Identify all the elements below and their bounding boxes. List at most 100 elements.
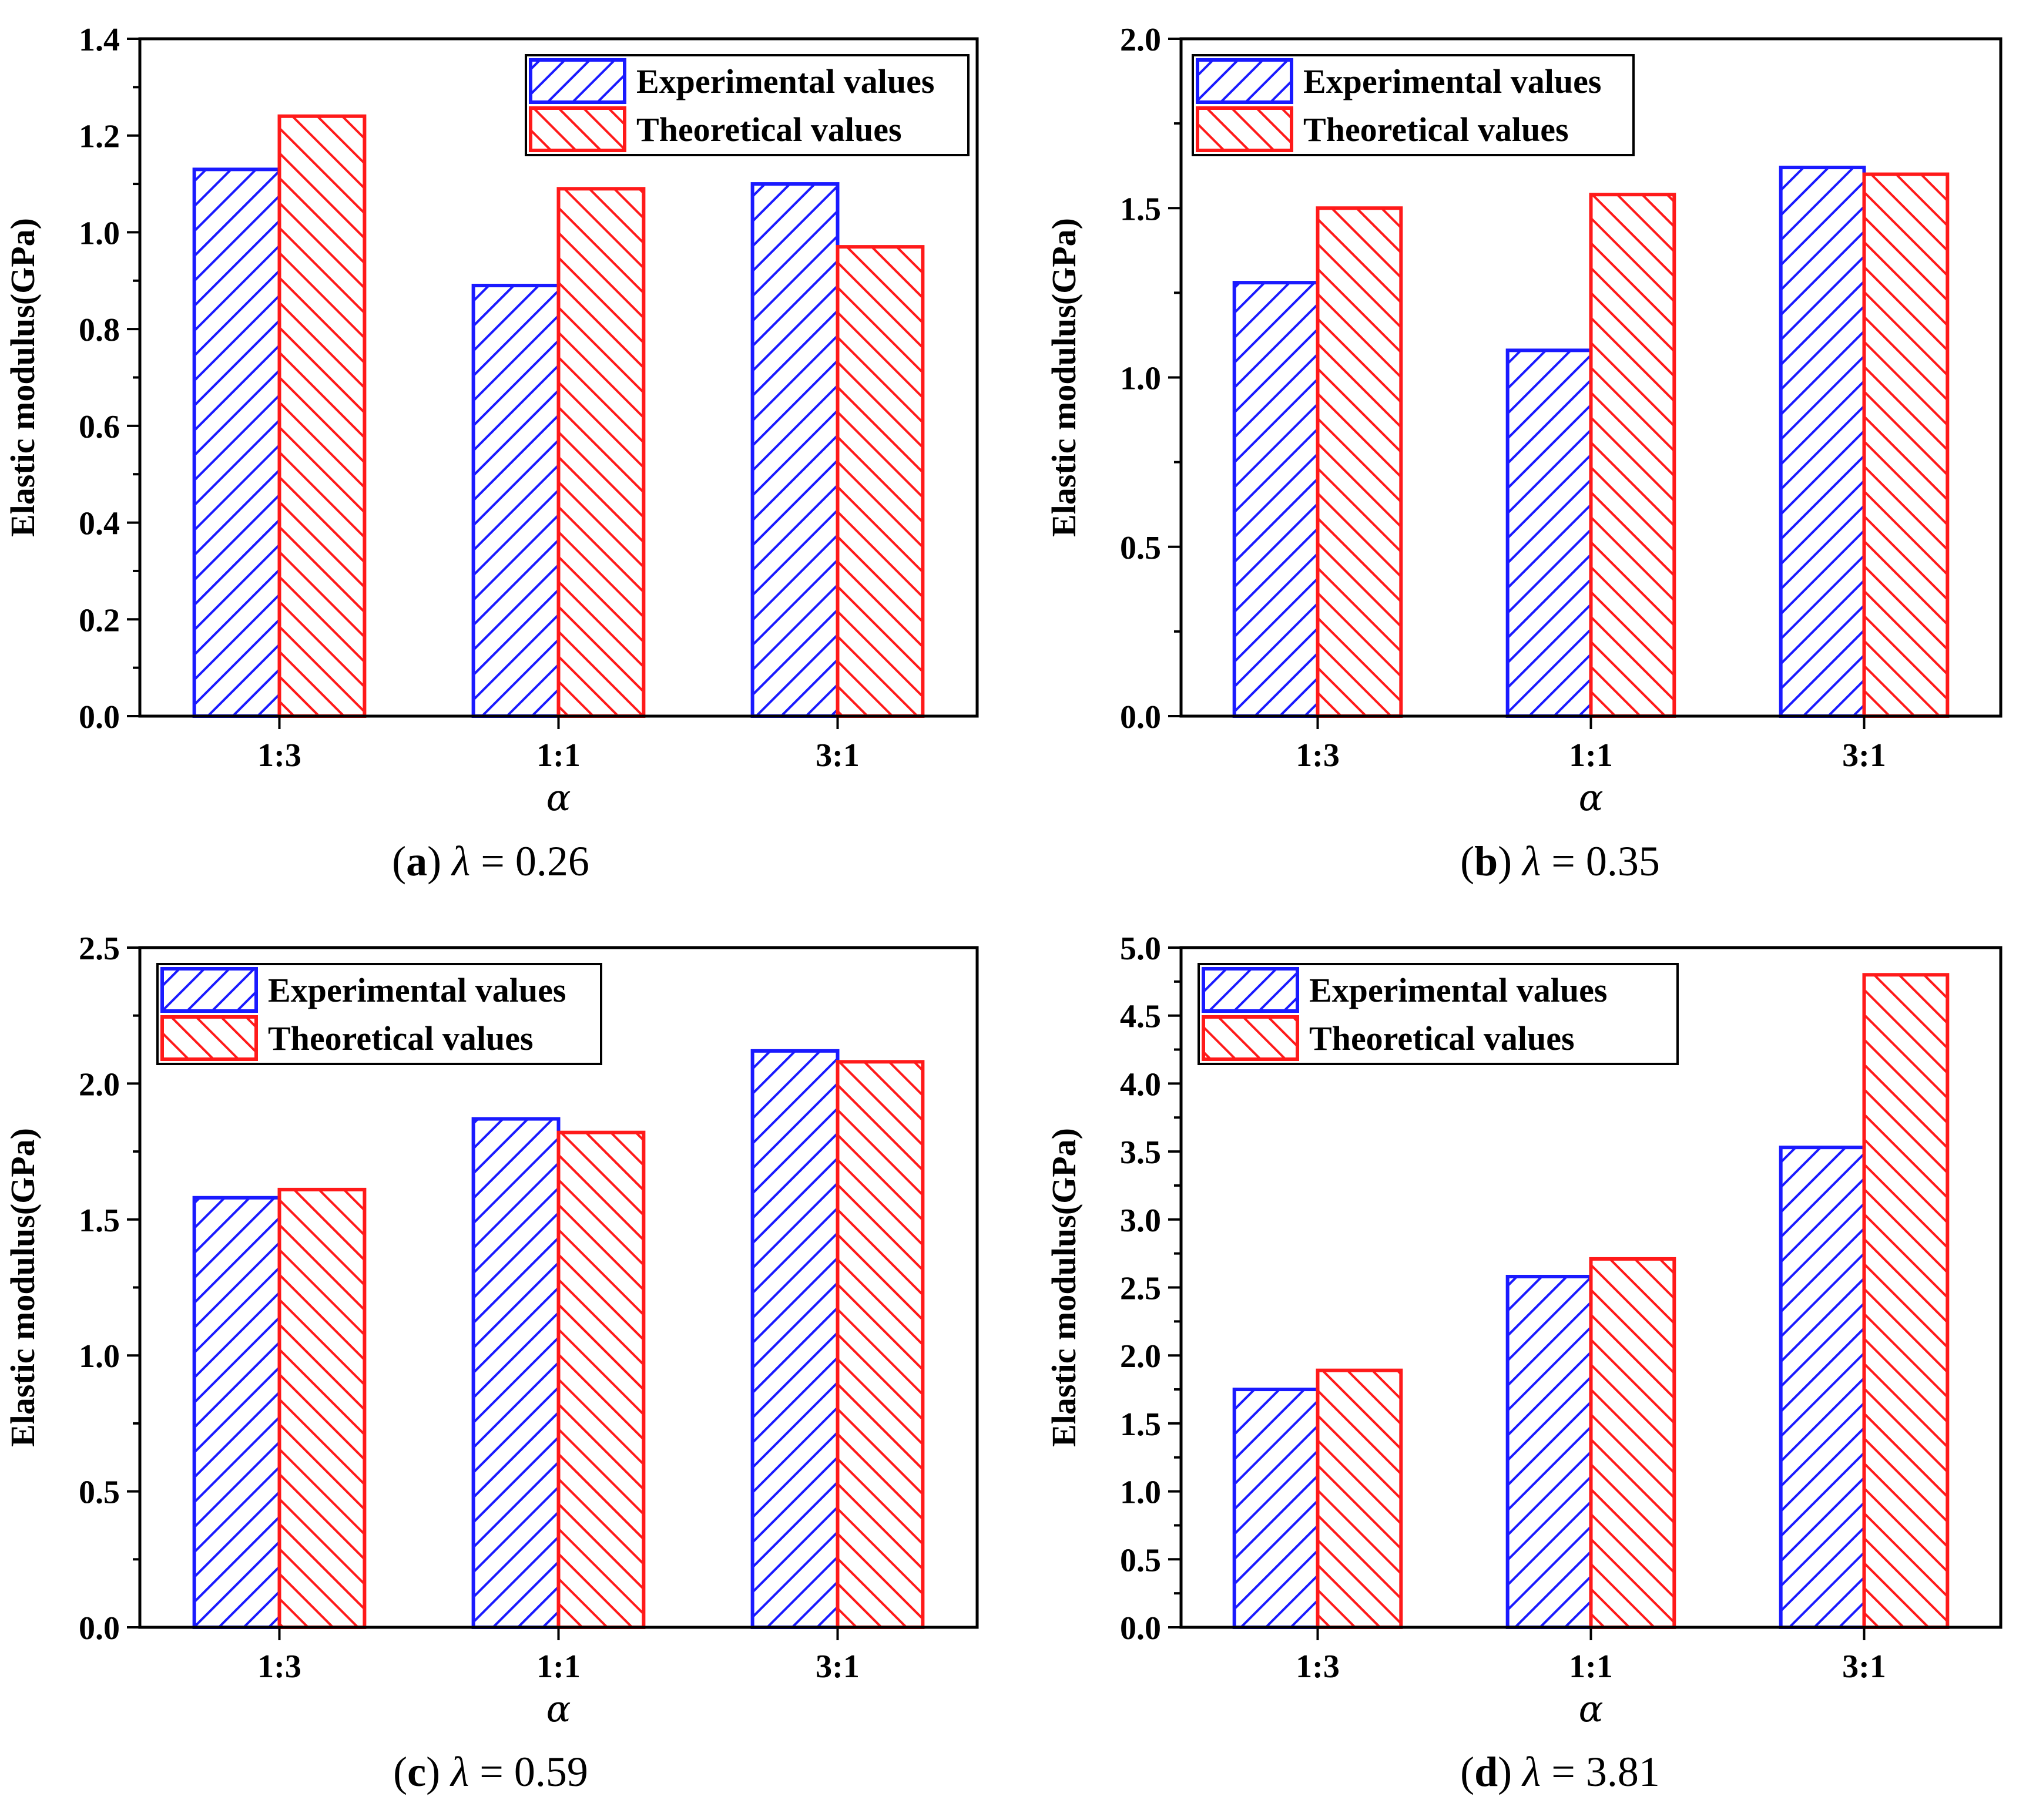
x-tick-label: 3:1 bbox=[1842, 1648, 1886, 1685]
caption-letter: a bbox=[406, 838, 427, 885]
bar-experimental-1-3 bbox=[1232, 281, 1320, 718]
panel-caption: (d) λ = 3.81 bbox=[1460, 1748, 1660, 1795]
y-tick-label: 0.5 bbox=[1120, 530, 1161, 566]
y-tick-label: 2.5 bbox=[79, 931, 120, 967]
caption-value: = 0.59 bbox=[469, 1748, 588, 1795]
x-tick-label: 1:1 bbox=[1569, 737, 1613, 774]
bar-theoretical-1-3 bbox=[277, 114, 367, 718]
y-tick-label: 1.5 bbox=[1120, 1406, 1161, 1443]
y-tick-label: 1.2 bbox=[79, 119, 120, 155]
y-tick-label: 0.5 bbox=[79, 1475, 120, 1511]
y-tick-label: 0.8 bbox=[79, 312, 120, 348]
bar-theoretical-3-1 bbox=[836, 1060, 925, 1629]
bar-experimental-1-3 bbox=[192, 1196, 281, 1629]
caption-punct: ( bbox=[392, 838, 406, 885]
y-tick-label: 1.5 bbox=[1120, 191, 1161, 227]
caption-symbol: λ bbox=[450, 1748, 469, 1795]
y-tick-label: 4.0 bbox=[1120, 1066, 1161, 1103]
y-tick-label: 0.0 bbox=[1120, 699, 1161, 736]
y-tick-label: 0.5 bbox=[1120, 1542, 1161, 1579]
caption-punct: ( bbox=[393, 1748, 407, 1795]
y-axis-label: Elastic modulus(GPa) bbox=[4, 1128, 42, 1447]
y-tick-label: 3.0 bbox=[1120, 1203, 1161, 1239]
bar-theoretical-3-1 bbox=[1862, 172, 1950, 718]
y-tick-label: 0.0 bbox=[1120, 1610, 1161, 1647]
caption-symbol: λ bbox=[1521, 1748, 1541, 1795]
y-tick-label: 0.0 bbox=[79, 1610, 120, 1647]
y-tick-label: 1.5 bbox=[79, 1203, 120, 1239]
panel-caption: (b) λ = 0.35 bbox=[1460, 838, 1660, 885]
y-axis-label: Elastic modulus(GPa) bbox=[4, 218, 42, 537]
bar-experimental-3-1 bbox=[750, 182, 840, 718]
x-tick-label: 3:1 bbox=[816, 1648, 860, 1685]
legend-label: Theoretical values bbox=[636, 110, 902, 149]
x-tick-label: 1:1 bbox=[1569, 1648, 1613, 1685]
bar-experimental-3-1 bbox=[1779, 1146, 1866, 1629]
bar-experimental-1-1 bbox=[471, 284, 561, 718]
legend: Experimental values Theoretical values bbox=[156, 963, 602, 1065]
legend-swatch-theoretical bbox=[1196, 106, 1293, 152]
x-tick-label: 1:3 bbox=[257, 737, 301, 774]
legend: Experimental values Theoretical values bbox=[1198, 963, 1679, 1065]
x-tick-label: 1:3 bbox=[1296, 1648, 1340, 1685]
legend: Experimental values Theoretical values bbox=[525, 54, 970, 156]
y-tick-label: 3.5 bbox=[1120, 1134, 1161, 1171]
bar-theoretical-1-1 bbox=[556, 1130, 646, 1629]
caption-value: = 0.26 bbox=[470, 838, 589, 885]
y-tick-label: 0.2 bbox=[79, 602, 120, 639]
bar-experimental-3-1 bbox=[1779, 166, 1866, 718]
y-tick-label: 2.0 bbox=[1120, 1338, 1161, 1375]
caption-letter: d bbox=[1474, 1748, 1498, 1795]
caption-symbol: λ bbox=[1521, 838, 1541, 885]
caption-letter: c bbox=[407, 1748, 426, 1795]
caption-punct: ) bbox=[426, 1748, 451, 1795]
legend-swatch-experimental bbox=[529, 58, 626, 104]
y-tick-label: 4.5 bbox=[1120, 999, 1161, 1035]
bar-experimental-1-1 bbox=[471, 1117, 561, 1629]
y-tick-label: 1.0 bbox=[1120, 361, 1161, 397]
bar-theoretical-3-1 bbox=[1862, 973, 1950, 1629]
x-axis-label: α bbox=[1579, 776, 1604, 819]
caption-symbol: λ bbox=[451, 838, 470, 885]
y-tick-label: 2.5 bbox=[1120, 1271, 1161, 1307]
caption-letter: b bbox=[1474, 838, 1498, 885]
y-tick-label: 0.4 bbox=[79, 506, 120, 542]
caption-punct: ) bbox=[1498, 838, 1522, 885]
y-tick-label: 2.0 bbox=[1120, 22, 1161, 58]
bar-theoretical-1-3 bbox=[1316, 1368, 1403, 1630]
caption-punct: ) bbox=[427, 838, 452, 885]
x-tick-label: 3:1 bbox=[1842, 737, 1886, 774]
y-tick-label: 5.0 bbox=[1120, 931, 1161, 967]
y-tick-label: 1.0 bbox=[1120, 1475, 1161, 1511]
y-tick-label: 2.0 bbox=[79, 1066, 120, 1103]
bar-theoretical-1-3 bbox=[1316, 206, 1403, 718]
y-tick-label: 0.0 bbox=[79, 699, 120, 736]
y-axis-label: Elastic modulus(GPa) bbox=[1045, 1128, 1083, 1447]
x-tick-label: 1:3 bbox=[1296, 737, 1340, 774]
bar-experimental-1-3 bbox=[192, 167, 281, 718]
x-tick-label: 1:3 bbox=[257, 1648, 301, 1685]
bar-experimental-3-1 bbox=[750, 1049, 840, 1629]
bar-theoretical-1-1 bbox=[1589, 1257, 1676, 1629]
x-axis-label: α bbox=[546, 776, 571, 819]
legend-swatch-experimental bbox=[160, 967, 258, 1013]
panel-b: 0.0 0.5 1.0 1.5 2.0 1:3 1:1 3:1 α Elastic modulus… bbox=[1045, 22, 2003, 885]
panel-d: 0.0 0.5 1.0 1.5 2.0 2.5 3.0 3.5 4.0 4.5 5.0 1:3 1:1 3… bbox=[1045, 931, 2003, 1795]
panel-caption: (a) λ = 0.26 bbox=[392, 838, 589, 885]
x-axis-label: α bbox=[1579, 1687, 1604, 1730]
legend-swatch-experimental bbox=[1196, 58, 1293, 104]
bar-experimental-1-1 bbox=[1505, 1274, 1593, 1630]
legend-swatch-theoretical bbox=[160, 1015, 258, 1061]
x-axis-label: α bbox=[546, 1687, 571, 1730]
legend-label: Experimental values bbox=[636, 62, 934, 100]
legend-label: Experimental values bbox=[1303, 62, 1601, 100]
legend-label: Theoretical values bbox=[1303, 110, 1569, 149]
legend-label: Experimental values bbox=[268, 971, 566, 1009]
legend-swatch-theoretical bbox=[529, 106, 626, 152]
y-axis-label: Elastic modulus(GPa) bbox=[1045, 218, 1083, 537]
y-tick-label: 0.6 bbox=[79, 409, 120, 445]
legend-swatch-theoretical bbox=[1202, 1015, 1299, 1061]
bar-theoretical-1-1 bbox=[1589, 193, 1676, 718]
caption-value: = 3.81 bbox=[1541, 1748, 1660, 1795]
